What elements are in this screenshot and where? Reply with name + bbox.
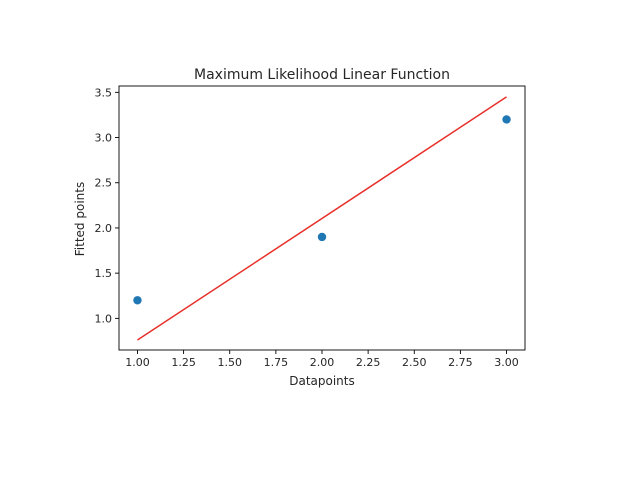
x-tick-label: 2.75 <box>448 356 473 369</box>
y-tick-label: 1.0 <box>95 312 113 325</box>
x-tick-label: 1.50 <box>217 356 242 369</box>
scatter-point <box>133 296 142 305</box>
x-tick-label: 1.75 <box>264 356 289 369</box>
fitted-line <box>137 96 507 341</box>
y-axis: 1.0 1.5 2.0 2.5 3.0 3.5 <box>95 86 119 325</box>
x-axis: 1.00 1.25 1.50 1.75 2.00 2.25 2.50 2.75 3.00 <box>125 350 519 369</box>
y-tick-label: 1.5 <box>95 267 113 280</box>
x-tick-label: 1.25 <box>171 356 196 369</box>
x-tick-label: 2.25 <box>356 356 381 369</box>
chart-title: Maximum Likelihood Linear Function <box>194 67 450 83</box>
x-tick-label: 3.00 <box>494 356 519 369</box>
y-tick-label: 2.5 <box>95 177 113 190</box>
y-tick-label: 2.0 <box>95 222 113 235</box>
y-axis-label: Fitted points <box>73 182 87 256</box>
x-tick-label: 1.00 <box>125 356 150 369</box>
x-tick-label: 2.00 <box>310 356 335 369</box>
y-tick-label: 3.5 <box>95 86 113 99</box>
scatter-point <box>317 232 327 242</box>
y-tick-label: 3.0 <box>95 132 113 145</box>
x-tick-label: 2.50 <box>402 356 427 369</box>
plot-area <box>133 96 511 341</box>
x-axis-label: Datapoints <box>289 374 355 388</box>
scatter-point <box>502 115 511 124</box>
